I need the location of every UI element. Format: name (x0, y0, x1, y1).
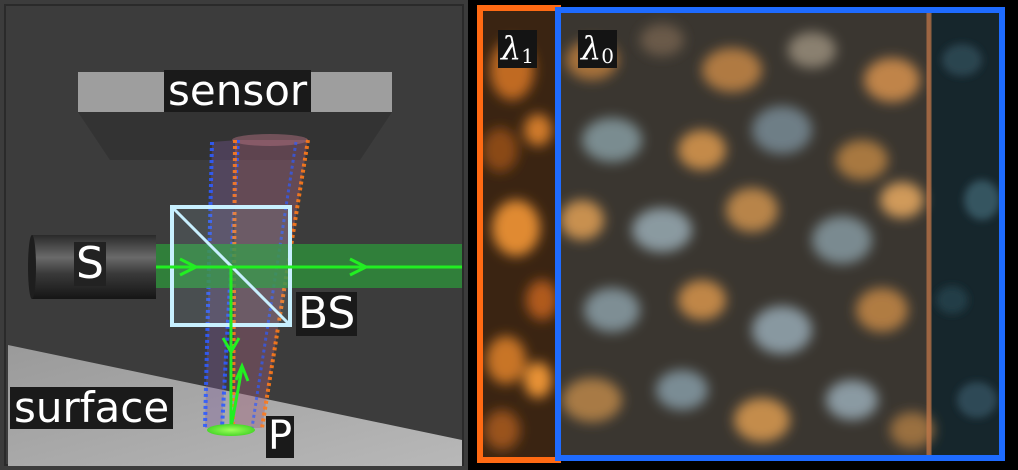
illumination-spot (207, 424, 255, 436)
lambda0-label: λ0 (578, 30, 618, 68)
source-label: S (74, 238, 106, 289)
speckle-image (477, 5, 1005, 463)
beam-splitter-label: BS (296, 288, 358, 339)
speckle-image-panel: λ1 λ0 (472, 0, 1018, 470)
lambda0-box (555, 7, 1005, 461)
setup-diagram: sensor S BS surface P (0, 0, 468, 470)
sensor-label: sensor (164, 70, 312, 112)
lambda0-speckle (560, 24, 934, 448)
right-speckle (936, 44, 1000, 418)
lambda1-label: λ1 (498, 30, 538, 68)
surface-label: surface (10, 387, 174, 429)
sensor-shadow (78, 112, 392, 160)
laser-rays (156, 257, 462, 429)
point-label: P (266, 413, 295, 459)
